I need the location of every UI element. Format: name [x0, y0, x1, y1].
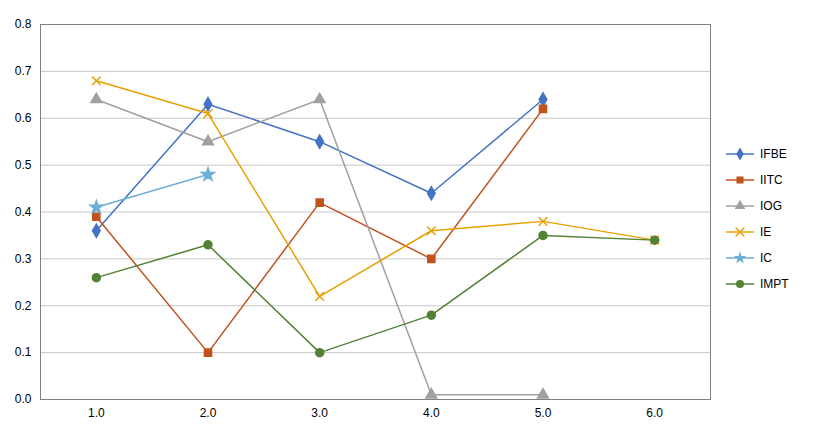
- svg-text:1.0: 1.0: [88, 406, 105, 420]
- html-text:IE: IE: [760, 225, 772, 239]
- svg-text:4.0: 4.0: [423, 406, 440, 420]
- svg-text:0.5: 0.5: [15, 158, 32, 172]
- html-text:IMPT: IMPT: [760, 277, 789, 291]
- svg-text:0.2: 0.2: [15, 299, 32, 313]
- svg-text:6.0: 6.0: [646, 406, 663, 420]
- svg-text:0.8: 0.8: [15, 17, 32, 31]
- svg-text:3.0: 3.0: [311, 406, 328, 420]
- svg-text:0.0: 0.0: [15, 392, 32, 406]
- svg-text:0.7: 0.7: [15, 64, 32, 78]
- svg-text:0.1: 0.1: [15, 345, 32, 359]
- svg-text:0.6: 0.6: [15, 111, 32, 125]
- html-text:IOG: IOG: [760, 199, 782, 213]
- svg-text:0.3: 0.3: [15, 252, 32, 266]
- html-text:IC: IC: [760, 251, 772, 265]
- html-text:IFBE: IFBE: [760, 147, 787, 161]
- svg-text:0.4: 0.4: [15, 205, 32, 219]
- svg-text:5.0: 5.0: [535, 406, 552, 420]
- html-text:IITC: IITC: [760, 173, 783, 187]
- svg-text:2.0: 2.0: [200, 406, 217, 420]
